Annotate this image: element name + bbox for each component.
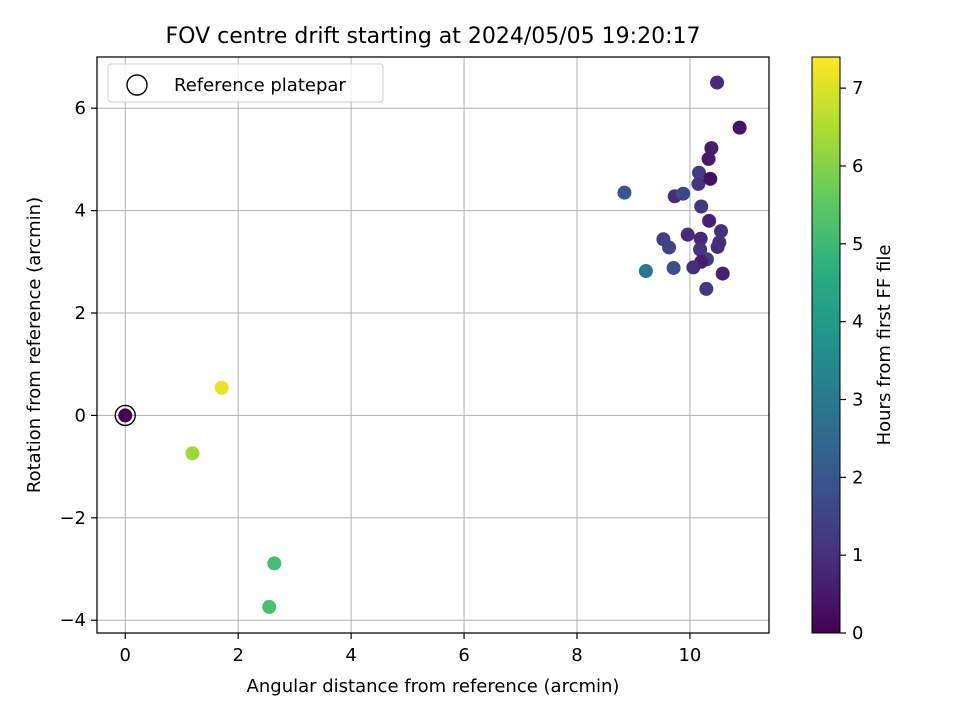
data-point [691, 165, 706, 180]
data-point [714, 224, 728, 239]
plot-frame [96, 56, 770, 634]
data-point [715, 266, 730, 281]
y-tick-label: −4 [59, 610, 86, 631]
data-point [262, 599, 277, 614]
data-point [704, 141, 719, 156]
y-tick-label: 6 [75, 98, 86, 119]
colorbar-tick-label: 2 [852, 467, 863, 488]
legend-reference-marker [126, 74, 148, 96]
x-tick-label: 8 [571, 645, 582, 666]
data-point [214, 380, 229, 395]
data-point [118, 408, 133, 423]
colorbar-tick-label: 4 [852, 312, 863, 333]
x-axis-label: Angular distance from reference (arcmin) [247, 676, 620, 697]
data-point [693, 242, 708, 257]
colorbar-ticks: 0 1 2 3 4 5 6 7 [840, 78, 863, 644]
data-point [694, 199, 709, 214]
data-point [676, 186, 691, 201]
data-point [710, 75, 725, 90]
colorbar-tick-label: 6 [852, 156, 863, 177]
colorbar-tick-label: 1 [852, 545, 863, 566]
data-point [638, 264, 653, 279]
colorbar-tick-label: 7 [852, 78, 863, 99]
data-point [185, 446, 200, 461]
data-point [701, 151, 716, 166]
colorbar-label: Hours from first FF file [874, 245, 895, 446]
data-point [666, 260, 681, 275]
data-point [703, 171, 718, 186]
y-tick-label: −2 [59, 508, 86, 529]
colorbar-gradient [811, 56, 841, 634]
data-point [617, 185, 632, 200]
data-point [691, 176, 706, 191]
data-point [699, 281, 714, 296]
x-tick-label: 10 [678, 645, 701, 666]
data-point [662, 240, 677, 255]
data-point [686, 260, 701, 275]
colorbar: 0 1 2 3 4 5 6 7 Hours from first FF file [811, 56, 895, 644]
colorbar-tick-label: 5 [852, 234, 863, 255]
legend-entry-label: Reference platepar [174, 75, 346, 96]
y-tick-label: 0 [75, 405, 86, 426]
x-tick-label: 2 [232, 645, 243, 666]
reference-marker-layer [114, 404, 136, 427]
legend-box [107, 63, 384, 103]
legend: Reference platepar [107, 63, 384, 103]
x-tick-label: 4 [345, 645, 356, 666]
colorbar-tick-label: 3 [852, 389, 863, 410]
data-point [680, 227, 695, 242]
data-point [710, 239, 725, 254]
data-point [702, 213, 717, 228]
x-tick-label: 6 [458, 645, 469, 666]
y-axis-label: Rotation from reference (arcmin) [24, 197, 45, 493]
chart-title: FOV centre drift starting at 2024/05/05 … [166, 24, 701, 49]
data-point [732, 120, 747, 135]
data-point [693, 231, 708, 246]
grid-lines [97, 57, 769, 633]
data-points [118, 75, 747, 614]
y-tick-label: 2 [75, 303, 86, 324]
colorbar-tick-label: 0 [852, 623, 863, 644]
x-tick-label: 0 [120, 645, 131, 666]
axis-ticks: 0 2 4 6 8 10 −4 −2 0 2 4 6 [59, 98, 701, 666]
y-tick-label: 4 [75, 201, 86, 222]
reference-platepar-marker [114, 404, 136, 427]
data-point [267, 556, 282, 571]
